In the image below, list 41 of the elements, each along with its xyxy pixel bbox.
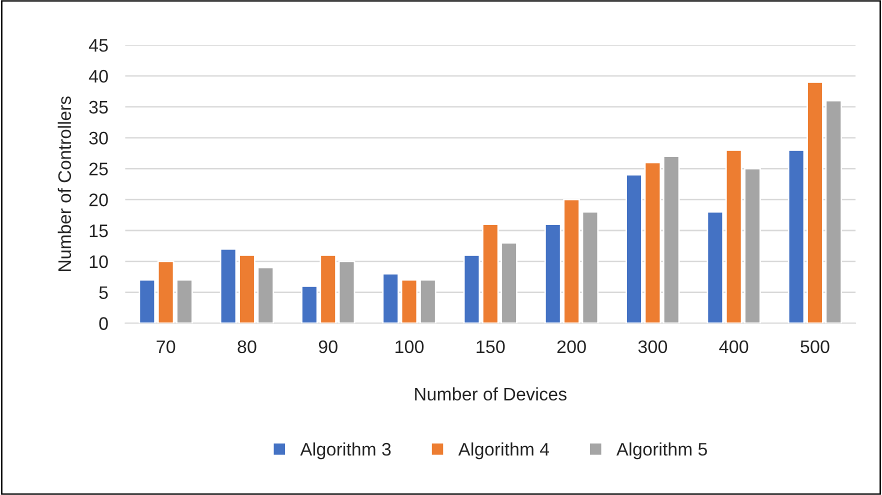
bar [400, 279, 418, 324]
x-tick-label: 400 [719, 340, 748, 354]
bar [338, 260, 356, 324]
y-tick-label: 25 [89, 162, 108, 176]
bar [744, 168, 761, 324]
bar [420, 279, 436, 324]
y-tick-label: 0 [99, 317, 108, 330]
x-tick-label: 90 [318, 340, 338, 354]
y-tick-label: 40 [88, 70, 108, 83]
x-axis-title: Number of Devices [415, 387, 567, 401]
y-tick-label: 10 [90, 255, 108, 268]
x-tick-label: 80 [238, 340, 256, 354]
x-tick-label: 300 [638, 340, 668, 354]
y-tick-label: 15 [90, 224, 108, 238]
y-axis-title: Number of Controllers [58, 96, 72, 271]
bar [382, 273, 399, 324]
bar [582, 211, 599, 324]
legend-label: Algorithm 5 [616, 442, 707, 460]
bar [157, 260, 174, 324]
y-tick-label: 5 [99, 286, 108, 300]
bar [220, 248, 237, 324]
bar [138, 279, 156, 324]
y-tick-label: 35 [89, 100, 108, 114]
bar [644, 162, 662, 324]
x-tick-label: 150 [476, 340, 505, 354]
x-tick-label: 100 [396, 340, 424, 354]
bar [463, 254, 480, 324]
x-tick-label: 70 [156, 340, 176, 354]
bar [706, 211, 724, 324]
x-tick-label: 500 [800, 340, 830, 354]
legend-label: Algorithm 3 [300, 442, 391, 460]
legend-label: Algorithm 4 [458, 442, 550, 460]
y-tick-label: 45 [88, 39, 108, 52]
bar [788, 149, 805, 324]
bar [725, 149, 742, 324]
y-tick-label: 30 [89, 132, 108, 144]
bar [176, 279, 193, 324]
x-tick-label: 200 [557, 340, 586, 354]
bar [626, 174, 642, 324]
bar [662, 156, 680, 324]
y-tick-label: 20 [89, 194, 108, 206]
